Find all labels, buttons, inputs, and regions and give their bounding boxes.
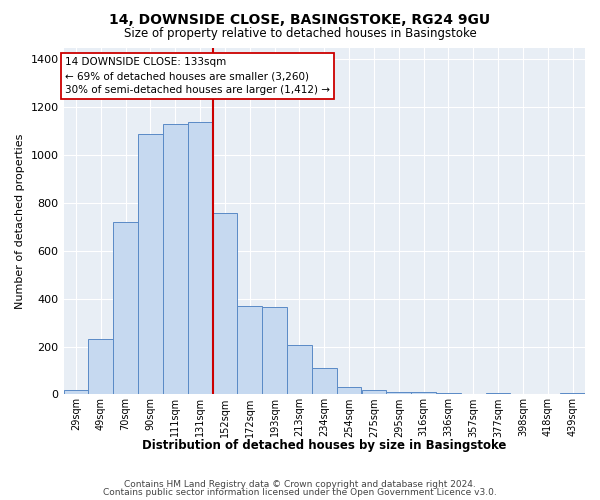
- Bar: [238, 306, 262, 394]
- Bar: [163, 124, 188, 394]
- Bar: [113, 222, 138, 394]
- Bar: [362, 390, 386, 394]
- Bar: [560, 392, 585, 394]
- Text: 14, DOWNSIDE CLOSE, BASINGSTOKE, RG24 9GU: 14, DOWNSIDE CLOSE, BASINGSTOKE, RG24 9G…: [109, 12, 491, 26]
- Bar: [64, 390, 88, 394]
- Bar: [188, 122, 212, 394]
- Text: 14 DOWNSIDE CLOSE: 133sqm
← 69% of detached houses are smaller (3,260)
30% of se: 14 DOWNSIDE CLOSE: 133sqm ← 69% of detac…: [65, 57, 330, 95]
- Bar: [88, 340, 113, 394]
- Bar: [287, 346, 312, 395]
- Bar: [138, 134, 163, 394]
- Y-axis label: Number of detached properties: Number of detached properties: [15, 134, 25, 308]
- Text: Contains public sector information licensed under the Open Government Licence v3: Contains public sector information licen…: [103, 488, 497, 497]
- Bar: [312, 368, 337, 394]
- X-axis label: Distribution of detached houses by size in Basingstoke: Distribution of detached houses by size …: [142, 440, 506, 452]
- Bar: [436, 392, 461, 394]
- Bar: [262, 307, 287, 394]
- Bar: [212, 212, 237, 394]
- Bar: [337, 388, 361, 394]
- Bar: [386, 392, 411, 394]
- Text: Contains HM Land Registry data © Crown copyright and database right 2024.: Contains HM Land Registry data © Crown c…: [124, 480, 476, 489]
- Bar: [412, 392, 436, 394]
- Text: Size of property relative to detached houses in Basingstoke: Size of property relative to detached ho…: [124, 28, 476, 40]
- Bar: [486, 392, 511, 394]
